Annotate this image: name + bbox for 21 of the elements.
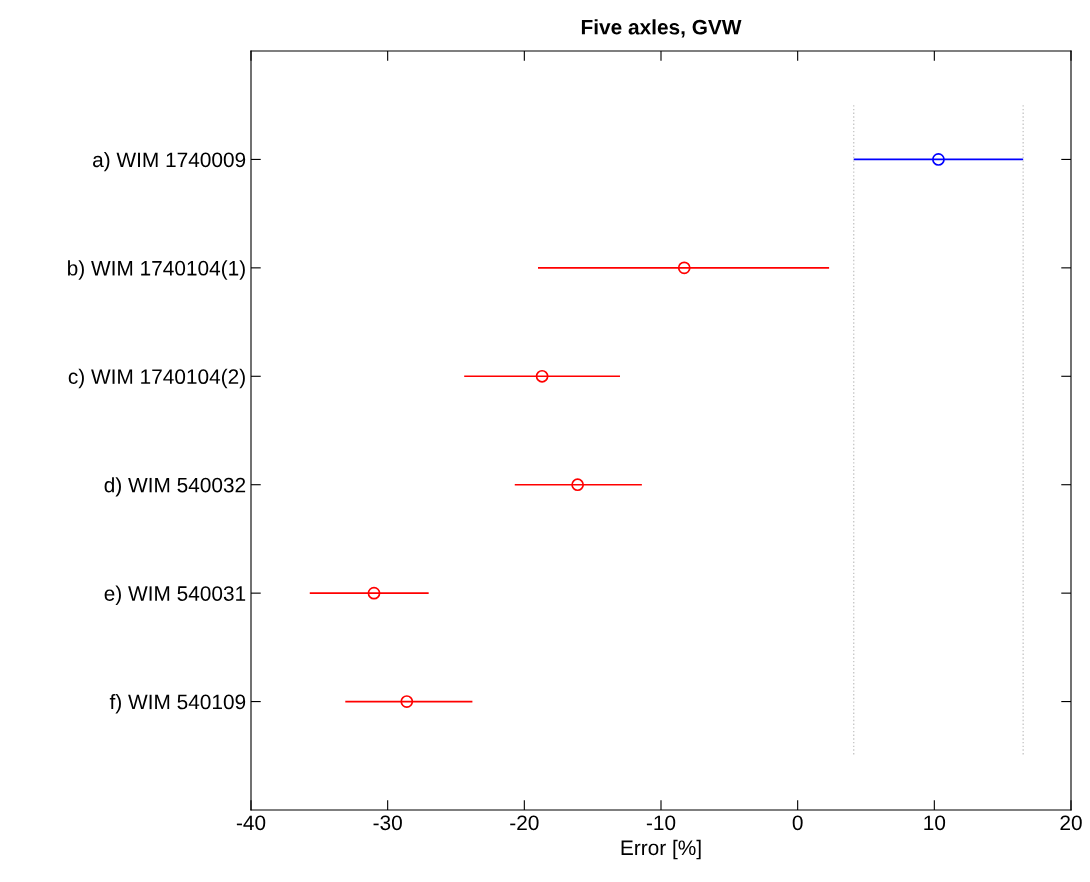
x-tick-label: -40	[236, 815, 266, 831]
x-tick-label: 10	[924, 815, 946, 831]
point	[535, 369, 549, 383]
point	[677, 261, 691, 275]
x-tick-label: 0	[792, 815, 803, 831]
x-tick-label: -20	[510, 815, 539, 831]
y-tick-label: a) WIM 1740009	[93, 151, 246, 172]
x-tick-label: -10	[646, 815, 676, 831]
chart-title: Five axles, GVW	[581, 19, 742, 38]
point	[571, 478, 585, 492]
y-tick-label: f) WIM 540109	[109, 694, 246, 714]
point	[932, 153, 945, 166]
x-tick-label: -30	[373, 815, 402, 831]
y-tick-label: b) WIM 1740104(1)	[68, 260, 245, 280]
y-tick-label: c) WIM 1740104(2)	[68, 368, 245, 389]
y-tick-label: e) WIM 540031	[104, 585, 246, 605]
x-axis-title: Error [%]	[621, 839, 701, 860]
point	[367, 586, 381, 600]
y-tick-label: d) WIM 540032	[104, 477, 246, 497]
x-tick-label: 20	[1060, 815, 1082, 831]
point	[400, 695, 414, 708]
